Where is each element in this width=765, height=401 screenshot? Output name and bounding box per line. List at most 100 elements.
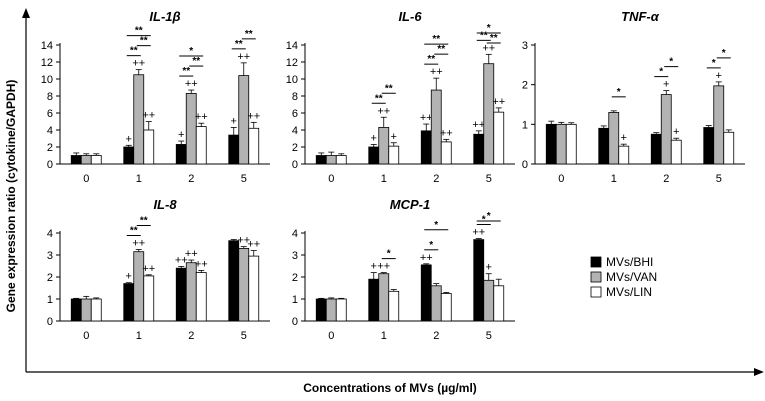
significance-mark: ++	[237, 51, 250, 63]
significance-mark: +	[486, 262, 492, 274]
bar-lin	[493, 285, 505, 322]
x-tick-label: 5	[486, 330, 492, 342]
comparison-label: **	[130, 46, 138, 57]
y-tick-label: 14	[286, 40, 298, 52]
x-tick-label: 5	[716, 173, 722, 185]
significance-mark: +	[126, 271, 132, 283]
legend-swatch-lin	[590, 286, 602, 298]
figure-y-axis-arrow	[22, 8, 30, 18]
bar-van	[660, 94, 672, 165]
bar-lin	[440, 141, 452, 165]
figure-y-label: Gene expression ratio (cytokine/GAPDH)	[4, 80, 18, 313]
significance-mark: ++	[195, 258, 208, 270]
comparison-label: **	[427, 54, 435, 65]
bar-lin	[143, 275, 155, 322]
bar-bhi	[420, 264, 432, 322]
comparison-label: *	[482, 215, 486, 226]
x-tick-label: 5	[486, 173, 492, 185]
y-tick-label: 8	[292, 91, 298, 103]
y-tick-label: 14	[41, 40, 53, 52]
bar-lin	[440, 293, 452, 322]
significance-mark: ++	[237, 235, 250, 247]
significance-mark: ++	[482, 42, 495, 54]
panel-title: IL-8	[153, 197, 177, 212]
y-tick-label: 4	[292, 228, 298, 240]
significance-mark: ++	[185, 248, 198, 260]
y-tick-label: 4	[47, 125, 53, 137]
significance-mark: +	[231, 115, 237, 127]
bar-van	[430, 285, 442, 322]
significance-mark: ++	[420, 112, 433, 124]
legend: MVs/BHI MVs/VAN MVs/LIN	[590, 255, 657, 299]
y-tick-label: 10	[286, 74, 298, 86]
significance-mark: +	[621, 132, 627, 144]
bar-bhi	[473, 133, 485, 165]
bar-van	[80, 155, 92, 165]
y-tick-label: 4	[292, 125, 298, 137]
bar-lin	[565, 123, 577, 165]
x-tick-label: 2	[433, 330, 439, 342]
bar-lin	[195, 272, 207, 322]
comparison-label: *	[712, 58, 716, 69]
significance-mark: ++	[377, 105, 390, 117]
y-tick-label: 0	[47, 159, 53, 171]
significance-mark: +	[371, 261, 377, 273]
bar-bhi	[598, 127, 610, 165]
x-tick-label: 1	[136, 173, 142, 185]
y-tick-label: 12	[41, 57, 53, 69]
comparison-label: **	[490, 33, 498, 44]
y-tick-label: 0	[522, 159, 528, 171]
bar-bhi	[228, 134, 240, 165]
significance-mark: ++	[377, 261, 390, 273]
x-tick-label: 2	[663, 173, 669, 185]
bar-bhi	[420, 130, 432, 165]
x-tick-label: 2	[188, 173, 194, 185]
x-tick-label: 5	[241, 330, 247, 342]
significance-mark: +	[391, 131, 397, 143]
comparison-label: **	[140, 216, 148, 227]
bar-lin	[723, 131, 735, 165]
bar-bhi	[123, 283, 135, 322]
comparison-label: *	[387, 249, 391, 260]
y-tick-label: 3	[522, 40, 528, 52]
bar-lin	[248, 255, 260, 322]
y-tick-label: 2	[292, 272, 298, 284]
significance-mark: ++	[247, 110, 260, 122]
bar-bhi	[228, 240, 240, 322]
bar-bhi	[368, 278, 380, 322]
significance-mark: ++	[142, 110, 155, 122]
bar-lin	[670, 139, 682, 165]
comparison-label: **	[135, 26, 143, 37]
bar-bhi	[545, 123, 557, 165]
comparison-label: **	[385, 83, 393, 94]
significance-mark: +	[663, 79, 669, 91]
comparison-label: *	[617, 87, 621, 98]
bar-bhi	[650, 133, 662, 165]
y-tick-label: 4	[47, 228, 53, 240]
significance-mark: +	[178, 129, 184, 141]
significance-mark: +	[126, 133, 132, 145]
comparison-label: *	[659, 67, 663, 78]
panel-title: MCP-1	[390, 197, 430, 212]
x-tick-label: 2	[188, 330, 194, 342]
y-tick-label: 2	[47, 272, 53, 284]
comparison-label: **	[245, 29, 253, 40]
bar-bhi	[473, 239, 485, 322]
bar-bhi	[368, 146, 380, 165]
comparison-label: *	[189, 46, 193, 57]
bar-bhi	[175, 267, 187, 322]
comparison-label: *	[722, 48, 726, 59]
significance-mark: ++	[247, 239, 260, 251]
significance-mark: ++	[430, 66, 443, 78]
bar-van	[608, 112, 620, 165]
legend-swatch-van	[590, 271, 602, 283]
significance-mark: ++	[185, 78, 198, 90]
x-tick-label: 1	[381, 330, 387, 342]
significance-mark: ++	[440, 127, 453, 139]
panel-title: IL-1β	[149, 9, 180, 24]
y-tick-label: 1	[47, 294, 53, 306]
y-tick-label: 10	[41, 74, 53, 86]
